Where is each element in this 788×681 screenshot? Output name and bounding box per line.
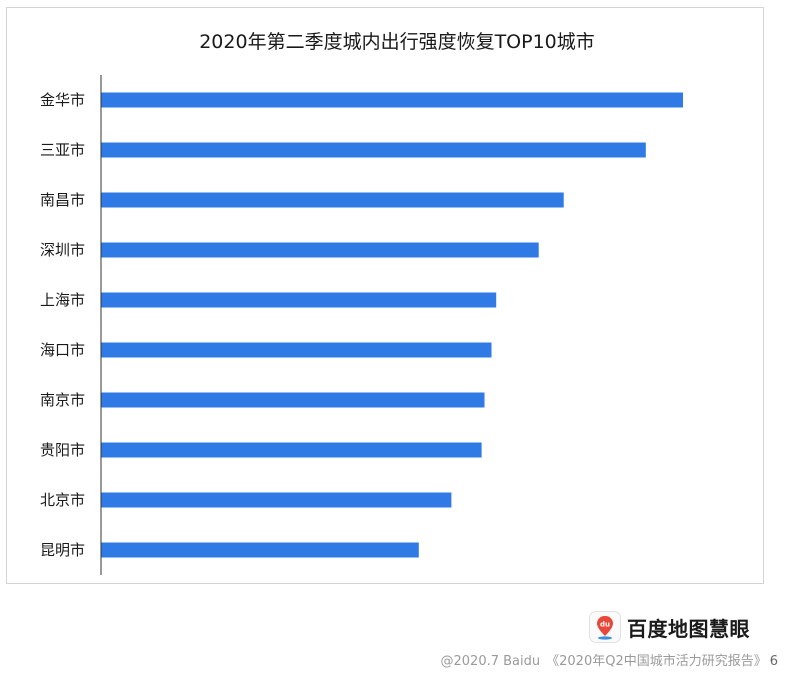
chart-title: 2020年第二季度城内出行强度恢复TOP10城市 [199,31,595,53]
page-number: 6 [769,654,778,669]
category-label-4: 深圳市 [40,241,85,259]
footer-copyright: @2020.7 Baidu [440,654,541,669]
brand-block: du 百度地图慧眼 [589,609,750,645]
bar-9 [101,492,452,508]
chart-frame: 2020年第二季度城内出行强度恢复TOP10城市 金华市三亚市南昌市深圳市上海市… [6,7,764,584]
category-label-9: 北京市 [40,491,85,509]
category-label-5: 上海市 [40,291,85,309]
bar-7 [101,392,485,408]
bar-3 [101,192,564,208]
bar-8 [101,442,482,458]
brand-name: 百度地图慧眼 [627,616,750,641]
category-label-7: 南京市 [40,391,85,409]
map-pin-icon: du [597,616,613,640]
footer-report-title: 《2020年Q2中国城市活力研究报告》 [546,654,767,669]
bars-group [101,92,683,558]
bar-6 [101,342,492,358]
bar-2 [101,142,646,158]
category-label-8: 贵阳市 [40,441,85,459]
bar-chart: 2020年第二季度城内出行强度恢复TOP10城市 金华市三亚市南昌市深圳市上海市… [40,31,683,575]
bar-1 [101,92,683,108]
category-label-6: 海口市 [40,341,85,359]
bar-10 [101,542,419,558]
bar-4 [101,242,539,258]
bar-5 [101,292,497,308]
category-label-2: 三亚市 [40,141,85,159]
baidu-map-logo-icon: du [589,611,621,643]
footer-note: @2020.7 Baidu 《2020年Q2中国城市活力研究报告》 6 [441,650,778,669]
logo-text: du [600,621,610,629]
category-label-1: 金华市 [40,91,85,109]
category-label-3: 南昌市 [40,191,85,209]
category-label-10: 昆明市 [40,541,85,559]
